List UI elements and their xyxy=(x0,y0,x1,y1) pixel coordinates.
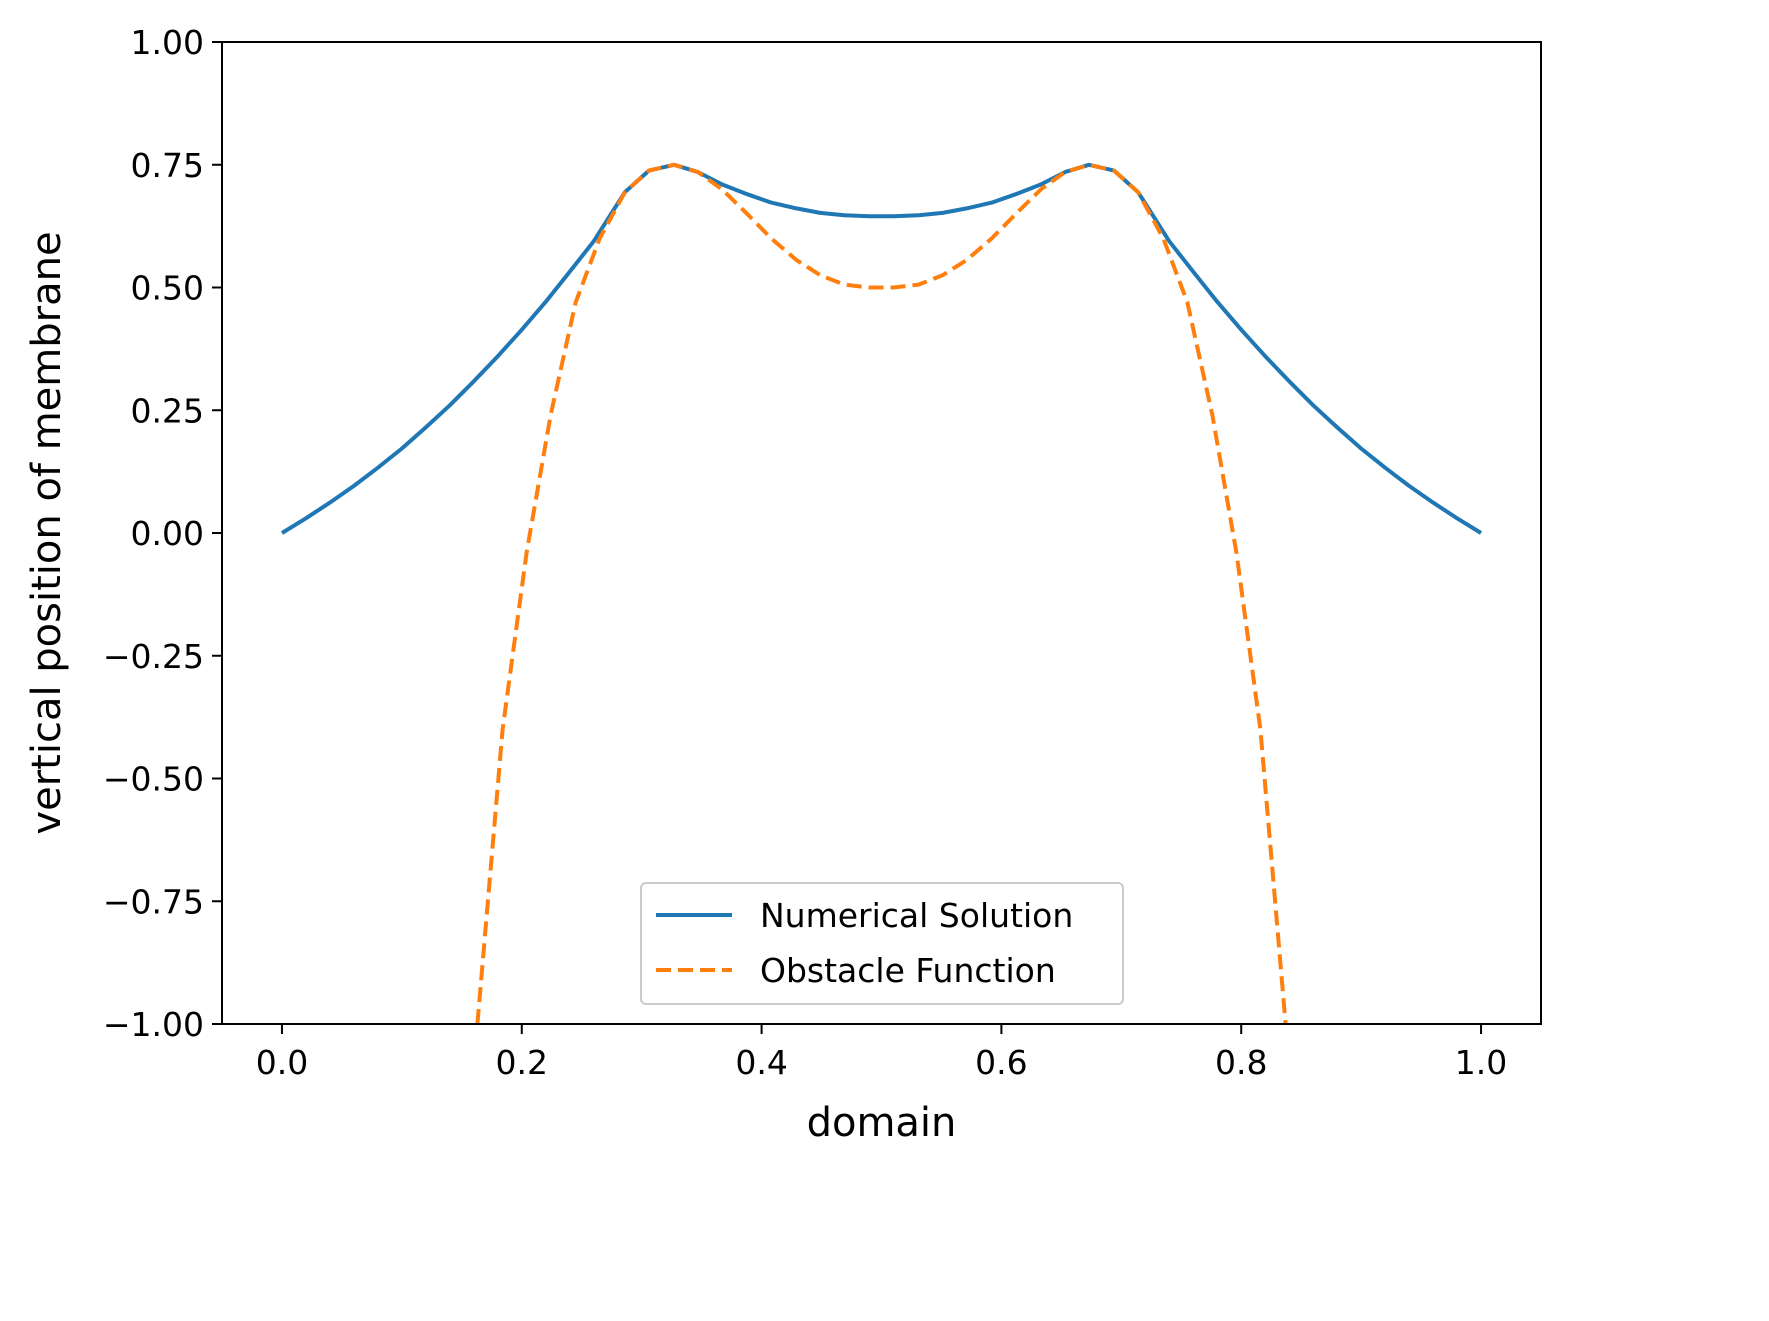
legend-label-obstacle-function: Obstacle Function xyxy=(760,951,1056,990)
x-tick-label: 0.0 xyxy=(256,1043,308,1082)
y-axis-ticks: −1.00 −0.75 −0.50 −0.25 0.00 0.25 0.50 0.75 1.00 xyxy=(103,23,222,1044)
series-layer xyxy=(280,162,1483,1024)
y-tick-label: −0.75 xyxy=(103,882,204,921)
x-tick-label: 0.2 xyxy=(496,1043,548,1082)
y-tick-label: −0.25 xyxy=(103,637,204,676)
series-line-obstacle-function xyxy=(475,162,1288,1024)
y-tick-label: 0.25 xyxy=(131,391,204,430)
y-tick-label: −0.50 xyxy=(103,760,204,799)
x-tick-label: 1.0 xyxy=(1455,1043,1507,1082)
legend-label-numerical-solution: Numerical Solution xyxy=(760,896,1073,935)
y-tick-label: 0.50 xyxy=(131,269,204,308)
y-tick-label: 1.00 xyxy=(131,23,204,62)
x-tick-label: 0.8 xyxy=(1215,1043,1267,1082)
x-axis-label: domain xyxy=(807,1100,957,1146)
legend: Numerical Solution Obstacle Function xyxy=(640,882,1124,1005)
x-tick-label: 0.6 xyxy=(975,1043,1027,1082)
series-line-numerical-solution xyxy=(280,162,1483,535)
x-axis-ticks: 0.0 0.2 0.4 0.6 0.8 1.0 xyxy=(256,1024,1507,1082)
y-tick-label: −1.00 xyxy=(103,1005,204,1044)
legend-box xyxy=(640,882,1124,1005)
x-tick-label: 0.4 xyxy=(735,1043,787,1082)
y-tick-label: 0.75 xyxy=(131,146,204,185)
y-tick-label: 0.00 xyxy=(131,514,204,553)
y-axis-label: vertical position of membrane xyxy=(24,231,70,834)
